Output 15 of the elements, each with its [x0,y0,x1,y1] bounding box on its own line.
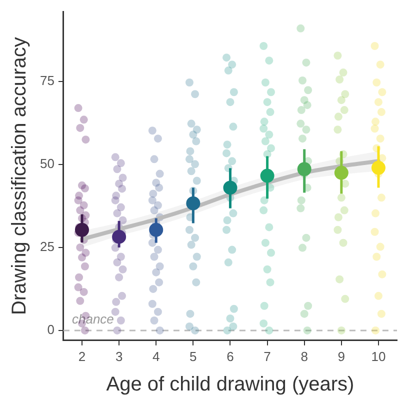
x-axis-title: Age of child drawing (years) [106,374,354,396]
y-tick-label: 75 [40,73,54,88]
x-tick-label: 5 [190,348,197,364]
x-tick-label: 6 [226,348,234,364]
x-tick-label: 7 [264,348,271,364]
y-tick-label: 25 [40,239,54,254]
x-tick-label: 9 [338,348,346,364]
x-tick-label: 4 [152,348,160,364]
x-tick-label: 2 [78,348,86,364]
y-axis-title: Drawing classification accuracy [8,37,31,316]
y-tick-label: 50 [40,156,54,172]
x-tick-label: 10 [371,348,386,364]
x-tick-label: 8 [300,348,308,364]
x-tick-label: 3 [115,348,123,364]
y-tick-label: 0 [47,322,54,338]
